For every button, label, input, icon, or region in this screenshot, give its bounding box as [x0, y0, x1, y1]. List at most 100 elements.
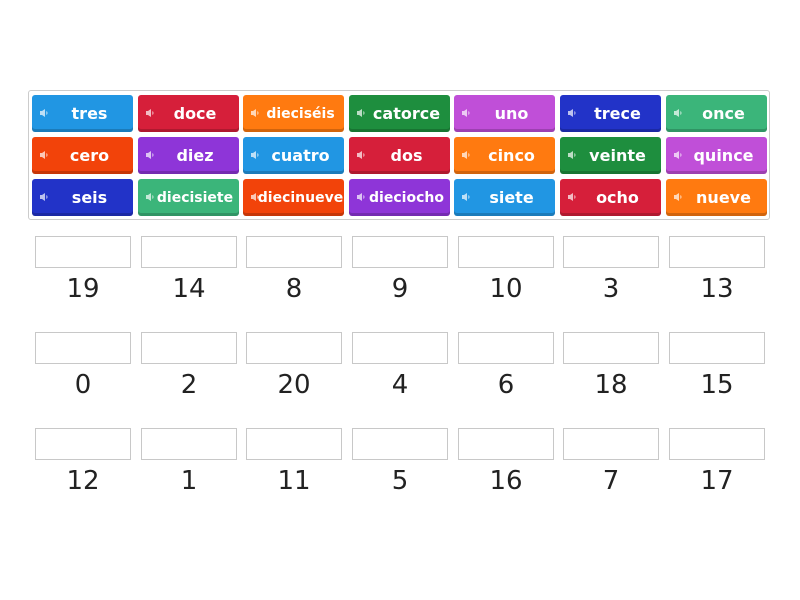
tile-label: trece — [594, 104, 641, 123]
word-tile[interactable]: diez — [137, 137, 239, 174]
word-tile[interactable]: cero — [32, 137, 133, 174]
number-label: 20 — [277, 370, 311, 400]
drop-slot[interactable] — [352, 236, 448, 268]
number-label: 10 — [489, 274, 523, 304]
speaker-icon[interactable] — [145, 150, 155, 160]
tile-label: ocho — [596, 188, 639, 207]
speaker-icon[interactable] — [250, 108, 260, 118]
drop-slot[interactable] — [669, 236, 765, 268]
number-label: 14 — [172, 274, 206, 304]
drop-slot[interactable] — [35, 236, 131, 268]
tile-label: quince — [693, 146, 754, 165]
speaker-icon[interactable] — [461, 150, 471, 160]
word-tray — [28, 90, 770, 220]
word-tile[interactable]: tres — [32, 95, 133, 132]
word-tile[interactable]: cuatro — [243, 137, 344, 174]
number-label: 4 — [391, 370, 409, 400]
word-tile[interactable]: uno — [454, 95, 555, 132]
tile-label: cinco — [488, 146, 535, 165]
word-tile[interactable]: doce — [137, 95, 239, 132]
drop-slot[interactable] — [669, 428, 765, 460]
number-label: 17 — [700, 466, 734, 496]
speaker-icon[interactable] — [673, 108, 683, 118]
speaker-icon[interactable] — [567, 192, 577, 202]
speaker-icon[interactable] — [39, 192, 49, 202]
drop-slot[interactable] — [246, 428, 342, 460]
word-tile[interactable]: trece — [560, 95, 661, 132]
speaker-icon[interactable] — [461, 108, 471, 118]
tile-label: nueve — [696, 188, 751, 207]
speaker-icon[interactable] — [567, 150, 577, 160]
word-tile[interactable]: seis — [32, 179, 133, 216]
word-tile[interactable]: veinte — [560, 137, 661, 174]
tile-label: dieciséis — [266, 105, 335, 122]
tile-label: veinte — [589, 146, 646, 165]
drop-slot[interactable] — [563, 428, 659, 460]
word-tile[interactable]: diecisiete — [137, 179, 239, 216]
number-label: 7 — [602, 466, 620, 496]
speaker-icon[interactable] — [250, 150, 260, 160]
word-tile[interactable]: catorce — [349, 95, 450, 132]
tile-label: once — [702, 104, 745, 123]
drop-slot[interactable] — [352, 332, 448, 364]
drop-slot[interactable] — [246, 332, 342, 364]
number-label: 18 — [594, 370, 628, 400]
word-tile[interactable]: dieciséis — [243, 95, 344, 132]
number-label: 2 — [180, 370, 198, 400]
drop-slot[interactable] — [458, 332, 554, 364]
speaker-icon[interactable] — [39, 150, 49, 160]
number-label: 12 — [66, 466, 100, 496]
drop-slot[interactable] — [246, 236, 342, 268]
tile-label: tres — [71, 104, 108, 123]
tile-label: siete — [489, 188, 534, 207]
word-tile[interactable]: cinco — [454, 137, 555, 174]
speaker-icon[interactable] — [461, 192, 471, 202]
speaker-icon[interactable] — [356, 108, 366, 118]
number-label: 19 — [66, 274, 100, 304]
speaker-icon[interactable] — [145, 108, 155, 118]
tile-label: dieciocho — [369, 189, 444, 206]
drop-slot[interactable] — [458, 236, 554, 268]
tile-label: diecisiete — [156, 189, 234, 206]
tile-label: dos — [390, 146, 423, 165]
word-tile[interactable]: nueve — [666, 179, 767, 216]
drop-slot[interactable] — [141, 332, 237, 364]
tile-label: seis — [71, 188, 108, 207]
speaker-icon[interactable] — [356, 150, 366, 160]
word-tile[interactable]: siete — [454, 179, 555, 216]
drop-slot[interactable] — [141, 428, 237, 460]
word-tile[interactable]: quince — [666, 137, 767, 174]
tile-label: diecinueve — [257, 189, 344, 206]
drop-slot[interactable] — [35, 332, 131, 364]
word-tile[interactable]: ocho — [560, 179, 661, 216]
drop-slot[interactable] — [141, 236, 237, 268]
drop-slot[interactable] — [458, 428, 554, 460]
number-label: 16 — [489, 466, 523, 496]
number-label: 11 — [277, 466, 311, 496]
tile-label: catorce — [372, 104, 441, 123]
number-label: 15 — [700, 370, 734, 400]
word-tile[interactable]: diecinueve — [243, 179, 344, 216]
number-label: 6 — [497, 370, 515, 400]
number-label: 0 — [74, 370, 92, 400]
word-tile[interactable]: once — [666, 95, 767, 132]
speaker-icon[interactable] — [250, 192, 260, 202]
drop-slot[interactable] — [352, 428, 448, 460]
speaker-icon[interactable] — [567, 108, 577, 118]
word-tile[interactable]: dieciocho — [349, 179, 450, 216]
speaker-icon[interactable] — [145, 192, 155, 202]
drop-slot[interactable] — [669, 332, 765, 364]
tile-label: uno — [494, 104, 529, 123]
speaker-icon[interactable] — [673, 192, 683, 202]
drop-slot[interactable] — [35, 428, 131, 460]
speaker-icon[interactable] — [356, 192, 366, 202]
speaker-icon[interactable] — [673, 150, 683, 160]
drop-slot[interactable] — [563, 332, 659, 364]
number-label: 1 — [180, 466, 198, 496]
drop-slot[interactable] — [563, 236, 659, 268]
word-tile[interactable]: dos — [349, 137, 450, 174]
tile-label: cero — [69, 146, 110, 165]
tile-label: cuatro — [271, 146, 330, 165]
number-label: 8 — [285, 274, 303, 304]
speaker-icon[interactable] — [39, 108, 49, 118]
